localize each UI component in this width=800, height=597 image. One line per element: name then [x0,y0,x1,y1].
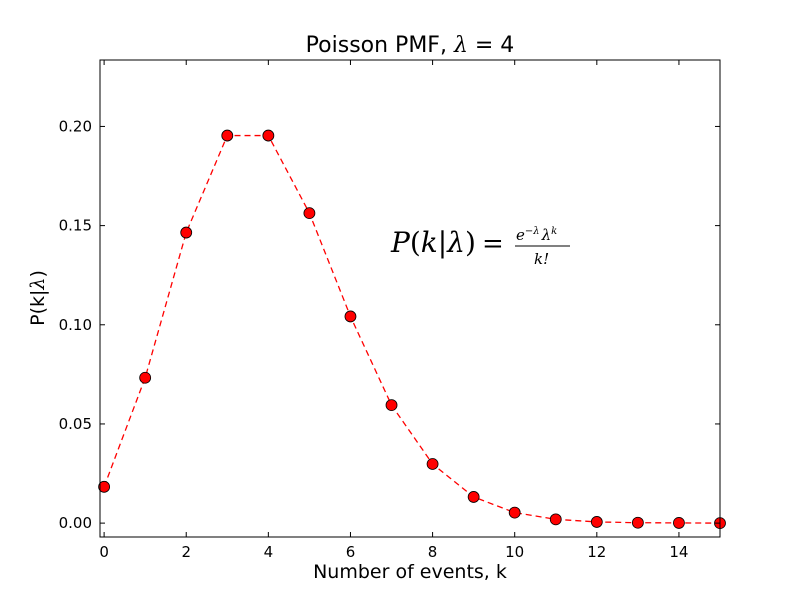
formula-k: k [421,226,438,259]
y-ticks: 0.00 0.05 0.10 0.15 0.20 [59,117,720,532]
y-tick-label: 0.15 [59,217,92,235]
y-tick-label: 0.20 [59,117,92,135]
formula-numerator-exponent: −λ [525,226,540,237]
y-tick-label: 0.10 [59,316,92,334]
data-point [590,516,603,528]
y-axis-label: P(k|λ) [27,270,49,326]
x-tick-label: 12 [587,543,606,561]
y-tick-label: 0.00 [59,514,92,532]
data-point [180,226,193,239]
x-tick-label: 2 [181,543,191,561]
data-point [385,399,398,412]
x-tick-label: 6 [346,543,356,561]
y-axis-label-symbol: λ [27,278,49,291]
y-tick-label: 0.05 [59,415,92,433]
data-point [262,129,275,142]
formula-close-paren: ) [465,226,476,259]
formula-annotation: P(k|λ) = e−λ λk k! [390,226,570,268]
x-tick-label: 4 [264,543,274,561]
data-point [139,371,152,384]
data-point [221,129,234,142]
data-point [303,207,316,220]
formula-lhs: P(k|λ) [390,226,476,259]
series-layer [98,129,726,530]
x-tick-label: 14 [669,543,688,561]
chart-title: Poisson PMF, λ = 4 [306,33,515,58]
x-axis-label: Number of events, k [313,561,507,583]
data-point [426,458,439,470]
data-point [673,517,685,529]
x-tick-label: 10 [505,543,524,561]
data-point [549,513,562,526]
y-axis-label-prefix: P(k| [27,290,49,326]
y-axis-label-suffix: ) [27,270,49,277]
formula-denominator: k! [534,250,549,268]
x-tick-label: 0 [99,543,109,561]
data-point [631,516,644,529]
series-line [103,134,721,524]
data-point [467,491,480,503]
formula-numerator-lambda: λ [541,226,552,244]
plot-frame [99,59,721,538]
x-ticks: 0 2 4 6 8 10 12 14 [99,60,688,561]
data-point [98,480,111,493]
chart-title-prefix: Poisson PMF, [306,33,454,58]
chart-title-suffix: = 4 [468,33,514,58]
x-tick-label: 8 [428,543,438,561]
chart-title-symbol: λ [453,33,468,58]
plot-area: 0 2 4 6 8 10 12 14 0.00 0.05 0.10 0.15 0.20 [59,59,726,561]
formula-equals: = [482,229,504,259]
formula-lambda: λ [446,226,465,259]
data-point [508,506,521,519]
formula-open-paren: ( [410,226,421,259]
formula-p: P [390,226,411,259]
formula-numerator-k: k [551,226,557,237]
data-point [344,310,357,323]
formula-numerator: e−λ λk [516,226,557,244]
formula-numerator-e: e [516,226,525,244]
formula-bar: | [438,226,447,259]
